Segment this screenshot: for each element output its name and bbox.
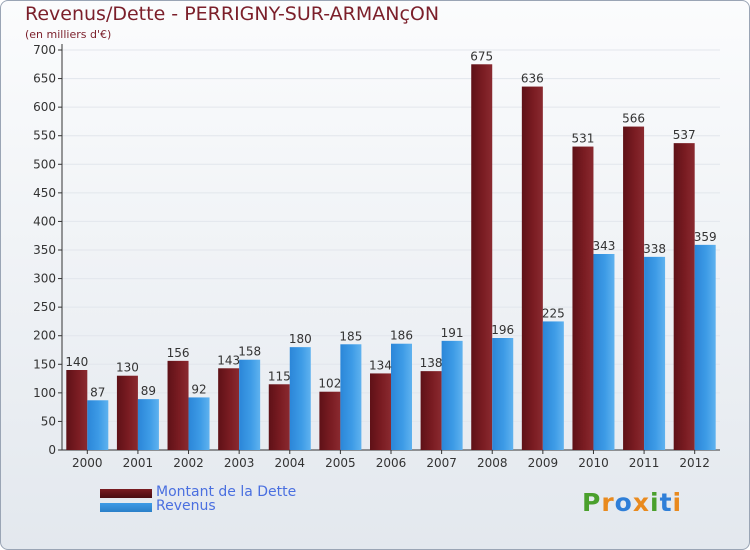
proxiti-logo: Proxiti [582, 488, 682, 517]
logo-letter: i [672, 488, 683, 517]
bar-revenus [289, 347, 311, 450]
logo-letter: i [650, 488, 660, 517]
y-tick-label: 400 [33, 214, 56, 228]
data-label-dette: 143 [217, 353, 240, 367]
y-tick-label: 200 [33, 329, 56, 343]
y-tick-label: 100 [33, 386, 56, 400]
chart-subtitle: (en milliers d'€) [25, 28, 112, 41]
logo-letter: r [601, 488, 615, 517]
bar-dette [268, 384, 290, 450]
x-tick-label: 2004 [274, 456, 305, 470]
logo-letter: x [632, 488, 650, 517]
chart-title: Revenus/Dette - PERRIGNY-SUR-ARMANçON [25, 3, 440, 25]
data-label-dette: 134 [369, 358, 392, 372]
data-label-revenus: 359 [694, 230, 717, 244]
data-label-revenus: 225 [542, 306, 565, 320]
data-label-revenus: 338 [643, 242, 666, 256]
y-tick-label: 150 [33, 357, 56, 371]
x-tick-label: 2008 [477, 456, 508, 470]
data-label-revenus: 158 [238, 345, 261, 359]
bar-dette [623, 126, 645, 451]
y-tick-label: 600 [33, 100, 56, 114]
data-label-dette: 537 [673, 128, 696, 142]
bar-dette [167, 360, 189, 450]
x-tick-label: 2000 [72, 456, 103, 470]
y-tick-label: 300 [33, 272, 56, 286]
data-label-dette: 531 [572, 132, 595, 146]
x-tick-label: 2009 [528, 456, 559, 470]
y-tick-label: 50 [41, 414, 56, 428]
y-tick-label: 550 [33, 129, 56, 143]
data-label-dette: 566 [622, 112, 645, 126]
data-label-revenus: 185 [339, 329, 362, 343]
data-label-dette: 636 [521, 72, 544, 86]
y-tick-label: 350 [33, 243, 56, 257]
data-label-dette: 138 [420, 356, 443, 370]
logo-letter: o [614, 488, 633, 517]
bar-dette [66, 370, 88, 450]
bar-dette [420, 371, 442, 450]
data-label-revenus: 343 [593, 239, 616, 253]
data-label-dette: 675 [470, 49, 493, 63]
bar-revenus [87, 400, 109, 450]
x-tick-label: 2012 [679, 456, 710, 470]
bar-revenus [593, 254, 615, 450]
legend-label-dette: Montant de la Dette [156, 484, 297, 500]
bar-revenus [188, 397, 210, 450]
bar-revenus [441, 340, 463, 450]
bar-revenus [137, 399, 159, 450]
bar-dette [572, 146, 594, 451]
bar-dette [471, 64, 493, 451]
bar-dette [673, 143, 695, 450]
legend-swatch-revenus [100, 503, 152, 512]
data-label-dette: 156 [167, 346, 190, 360]
data-label-revenus: 89 [141, 384, 156, 398]
bar-revenus [694, 244, 716, 450]
legend-label-revenus: Revenus [156, 498, 216, 514]
bar-dette [218, 368, 240, 450]
bar-revenus [391, 343, 412, 450]
data-label-dette: 130 [116, 361, 139, 375]
data-label-dette: 102 [318, 377, 341, 391]
logo-letter: t [659, 488, 673, 517]
data-label-revenus: 191 [441, 326, 464, 340]
bar-revenus [239, 359, 261, 450]
x-tick-label: 2003 [224, 456, 255, 470]
bar-revenus [340, 344, 362, 450]
y-tick-label: 700 [33, 43, 56, 57]
y-tick-label: 500 [33, 157, 56, 171]
bar-revenus [542, 321, 564, 450]
logo-letter: P [582, 488, 602, 517]
data-label-revenus: 196 [491, 323, 514, 337]
y-tick-label: 250 [33, 300, 56, 314]
y-tick-label: 450 [33, 186, 56, 200]
legend-swatch-dette [100, 489, 152, 498]
data-label-dette: 115 [268, 369, 291, 383]
bar-dette [116, 375, 138, 450]
bar-dette [319, 391, 341, 450]
x-tick-label: 2001 [123, 456, 154, 470]
y-tick-label: 0 [48, 443, 56, 457]
x-tick-label: 2002 [173, 456, 204, 470]
bar-dette [370, 373, 391, 450]
bar-dette [521, 86, 543, 451]
y-tick-label: 650 [33, 72, 56, 86]
x-tick-label: 2006 [376, 456, 407, 470]
x-tick-label: 2010 [578, 456, 609, 470]
bar-revenus [492, 338, 514, 450]
bar-revenus [644, 256, 666, 450]
x-tick-label: 2005 [325, 456, 356, 470]
x-tick-label: 2011 [629, 456, 660, 470]
data-label-dette: 140 [65, 355, 88, 369]
x-tick-label: 2007 [426, 456, 457, 470]
data-label-revenus: 180 [289, 332, 312, 346]
data-label-revenus: 92 [191, 382, 206, 396]
data-label-revenus: 87 [90, 385, 105, 399]
data-label-revenus: 186 [390, 329, 413, 343]
